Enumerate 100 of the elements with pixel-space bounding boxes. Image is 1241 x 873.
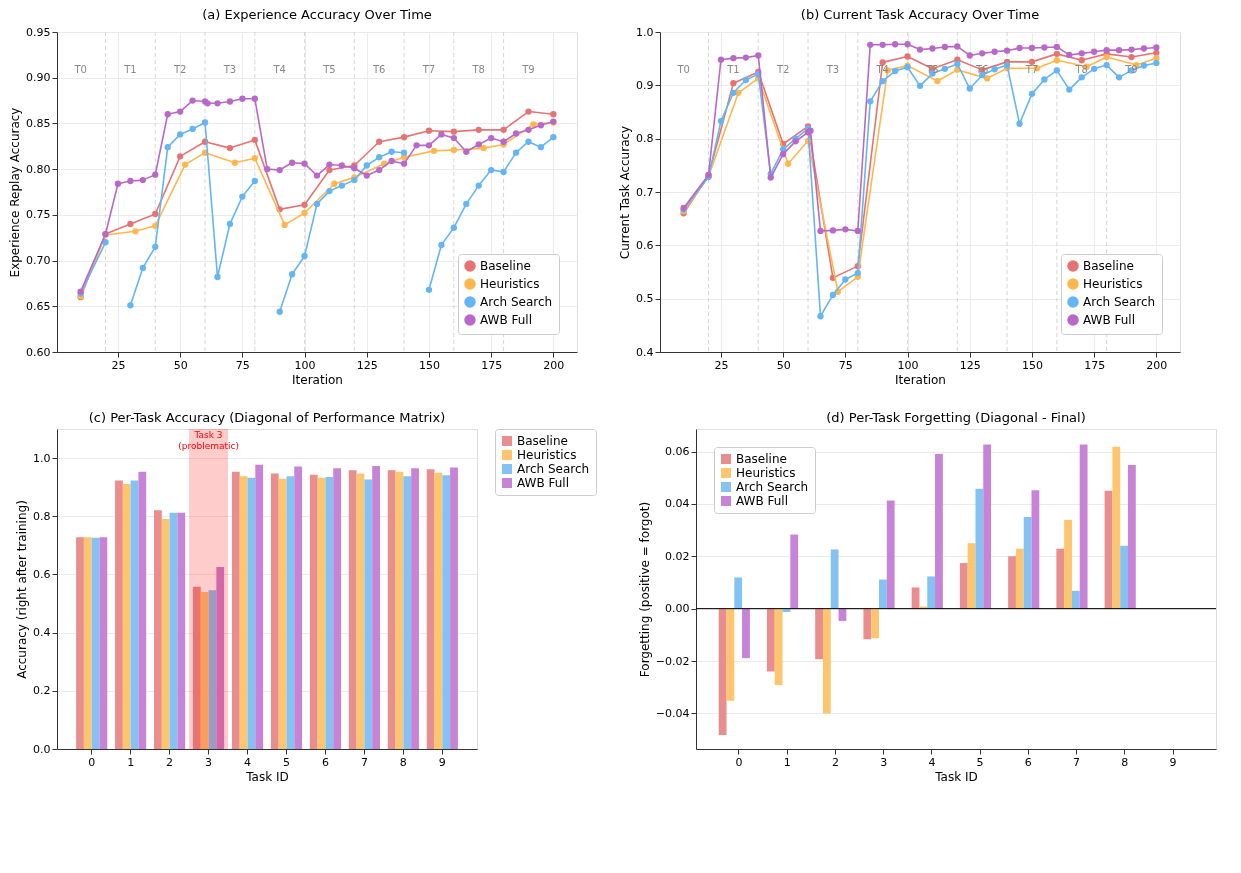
annotation: T4 (272, 64, 286, 76)
chart-title: (b) Current Task Accuracy Over Time (800, 7, 1040, 22)
x-tick-label: 150 (418, 358, 440, 372)
y-tick-label: 0.04 (665, 497, 690, 511)
y-tick-label: 0.0 (33, 742, 51, 756)
x-tick-label: 125 (356, 358, 378, 372)
y-tick-label: 0.70 (26, 254, 51, 268)
legend-label: AWB Full (736, 494, 788, 508)
x-tick-label: 9 (1169, 755, 1177, 769)
legend-label: Baseline (480, 259, 531, 273)
y-tick-label: 0.00 (665, 602, 690, 616)
x-tick-label: 200 (1146, 358, 1168, 372)
x-axis-title: Task ID (245, 769, 289, 784)
x-tick-label: 100 (897, 358, 919, 372)
y-tick-label: 0.6 (33, 567, 51, 581)
y-tick-label: 0.02 (665, 549, 690, 563)
x-tick-label: 125 (959, 358, 981, 372)
x-tick-label: 175 (1084, 358, 1106, 372)
y-tick-label: 0.8 (636, 132, 654, 146)
y-tick-label: 0.4 (33, 626, 51, 640)
annotation: T2 (172, 64, 187, 76)
y-tick-label: 0.4 (636, 345, 654, 359)
band-label: Task 3 (problematic) (178, 430, 239, 451)
x-tick-label: 6 (321, 755, 329, 769)
legend-label: Heuristics (1083, 277, 1143, 291)
x-tick-label: 75 (838, 358, 853, 372)
y-axis-title: Accuracy (right after training) (15, 500, 30, 679)
y-tick-label: 1.0 (33, 451, 51, 465)
x-tick-label: 3 (205, 755, 213, 769)
x-tick-label: 7 (360, 755, 368, 769)
annotation: T7 (421, 64, 436, 76)
y-tick-label: 0.85 (26, 116, 51, 130)
legend-label: Baseline (1083, 259, 1134, 273)
x-tick-label: 2 (166, 755, 174, 769)
x-tick-label: 0 (735, 755, 743, 769)
annotation: T2 (775, 64, 790, 76)
x-tick-label: 8 (399, 755, 407, 769)
x-axis-title: Task ID (934, 769, 978, 784)
legend-label: AWB Full (1083, 313, 1135, 327)
y-tick-label: 0.6 (636, 238, 654, 252)
x-tick-label: 1 (783, 755, 791, 769)
x-tick-label: 100 (294, 358, 316, 372)
y-tick-label: 0.75 (26, 208, 51, 222)
x-tick-label: 50 (173, 358, 188, 372)
annotation: T5 (925, 64, 939, 76)
annotation: T0 (73, 64, 87, 76)
annotation: T0 (676, 64, 690, 76)
x-tick-label: 25 (714, 358, 729, 372)
y-tick-label: 0.9 (636, 78, 654, 92)
annotation: T1 (726, 64, 740, 76)
x-tick-label: 200 (543, 358, 565, 372)
x-tick-label: 3 (880, 755, 888, 769)
chart-title: (d) Per-Task Forgetting (Diagonal - Final) (826, 410, 1086, 425)
y-tick-label: 0.8 (33, 509, 51, 523)
y-axis-title: Forgetting (positive = forgot) (637, 501, 652, 678)
y-axis-title: Current Task Accuracy (618, 125, 633, 260)
x-tick-label: 25 (111, 358, 126, 372)
y-tick-label: −0.02 (655, 654, 690, 668)
legend-label: Heuristics (480, 277, 540, 291)
y-tick-label: −0.04 (655, 706, 690, 720)
x-tick-label: 4 (928, 755, 936, 769)
x-tick-label: 150 (1021, 358, 1043, 372)
y-tick-label: 0.95 (26, 25, 51, 39)
x-tick-label: 5 (282, 755, 290, 769)
x-tick-label: 2 (831, 755, 839, 769)
annotation: T6 (371, 64, 386, 76)
x-tick-label: 4 (244, 755, 252, 769)
x-tick-label: 5 (976, 755, 984, 769)
legend-label: Baseline (736, 452, 787, 466)
y-tick-label: 0.60 (26, 345, 51, 359)
x-tick-label: 8 (1121, 755, 1129, 769)
x-axis-title: Iteration (895, 372, 946, 387)
x-tick-label: 9 (438, 755, 446, 769)
annotation: T8 (1074, 64, 1088, 76)
y-tick-label: 0.5 (636, 292, 654, 306)
y-tick-label: 0.80 (26, 162, 51, 176)
x-tick-label: 0 (88, 755, 96, 769)
x-tick-label: 75 (235, 358, 250, 372)
chart-title: (a) Experience Accuracy Over Time (202, 7, 432, 22)
y-tick-label: 0.2 (33, 684, 51, 698)
annotation: T3 (222, 64, 237, 76)
x-tick-label: 1 (127, 755, 135, 769)
legend-label: Arch Search (517, 462, 590, 476)
x-tick-label: 6 (1024, 755, 1032, 769)
x-tick-label: 175 (481, 358, 503, 372)
x-tick-label: 50 (776, 358, 791, 372)
legend-label: Heuristics (517, 448, 577, 462)
legend-label: AWB Full (480, 313, 532, 327)
legend-label: Baseline (517, 434, 568, 448)
y-tick-label: 0.06 (665, 445, 690, 459)
y-tick-label: 0.65 (26, 299, 51, 313)
x-axis-title: Iteration (292, 372, 343, 387)
legend-label: AWB Full (517, 476, 569, 490)
legend-label: Heuristics (736, 466, 796, 480)
annotation: T8 (471, 64, 485, 76)
chart-title: (c) Per-Task Accuracy (Diagonal of Performance Matrix) (88, 409, 446, 425)
annotation: T3 (825, 64, 840, 76)
y-tick-label: 0.90 (26, 71, 51, 85)
legend-label: Arch Search (736, 480, 809, 494)
legend-label: Arch Search (480, 295, 553, 309)
